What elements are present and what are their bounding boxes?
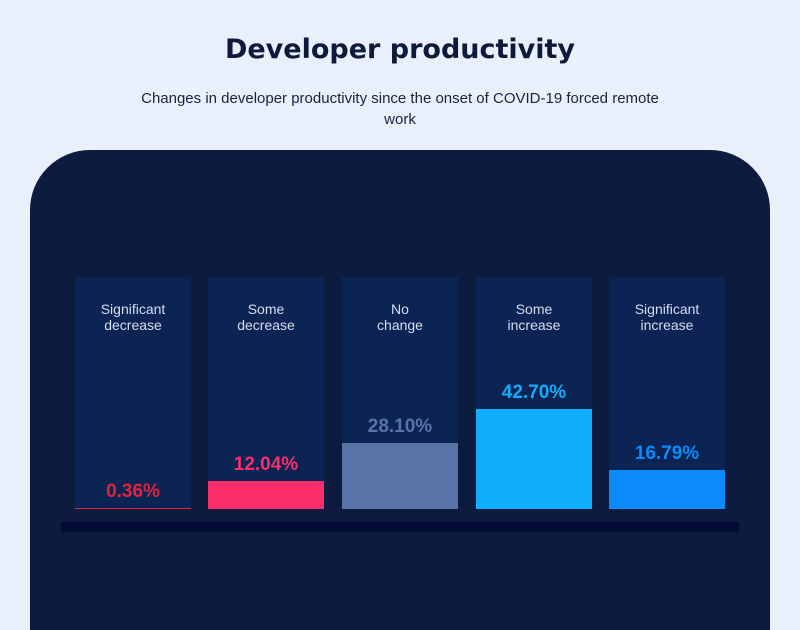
- category-label: Significant increase: [634, 301, 700, 333]
- bar-column: Significant decrease 0.36%: [75, 277, 191, 509]
- value-label: 16.79%: [634, 442, 700, 464]
- bar-column: Some decrease 12.04%: [208, 277, 324, 509]
- category-label: No change: [377, 301, 423, 333]
- value-label: 28.10%: [367, 416, 433, 438]
- category-label: Some increase: [507, 301, 561, 333]
- category-label: Significant decrease: [100, 301, 166, 333]
- bar: [75, 507, 191, 509]
- baseline: [61, 522, 739, 532]
- category-label: Some decrease: [237, 301, 295, 333]
- bar-column: Significant increase 16.79%: [609, 277, 725, 509]
- bar: [609, 469, 725, 509]
- bar-column: Some increase 42.70%: [476, 277, 592, 509]
- bar: [476, 409, 592, 509]
- value-label: 42.70%: [501, 382, 567, 404]
- value-label: 0.36%: [106, 480, 160, 502]
- bar: [342, 443, 458, 509]
- chart-subtitle: Changes in developer productivity since …: [141, 90, 659, 128]
- value-label: 12.04%: [233, 453, 299, 475]
- bar-column: No change 28.10%: [342, 277, 458, 509]
- bar: [208, 480, 324, 509]
- chart-title: Developer productivity: [224, 34, 576, 65]
